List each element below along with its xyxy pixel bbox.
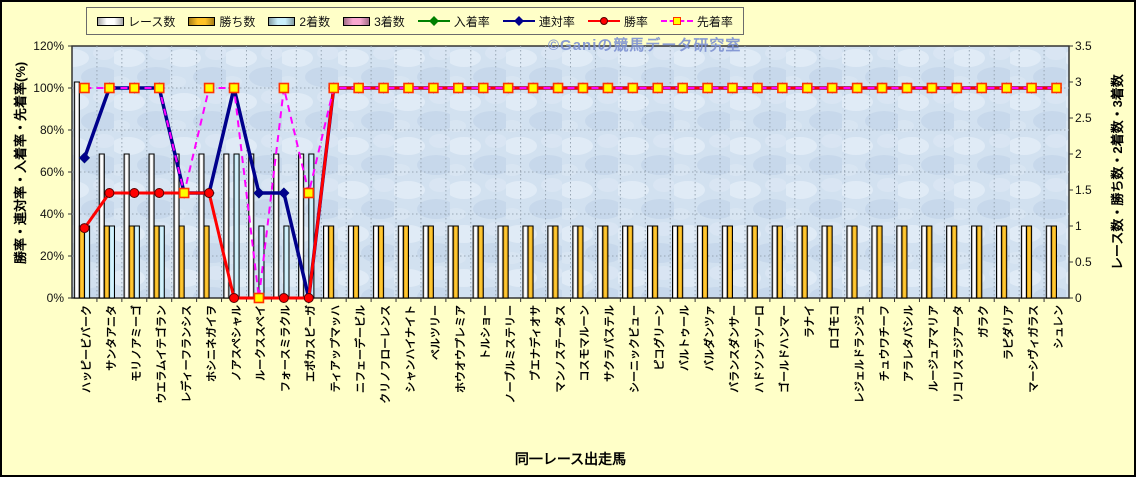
x-category-label: サンタアニタ <box>105 305 118 371</box>
legend-item: 連対率 <box>502 13 575 30</box>
legend-bar-swatch <box>97 16 124 26</box>
y-axis-tick-left: 80% <box>39 123 64 137</box>
legend-item: 勝率 <box>587 13 648 30</box>
x-category-label: ロゴモコ <box>828 305 841 349</box>
x-category-label: シャンハイナイト <box>404 305 417 393</box>
legend-label: 連対率 <box>538 14 575 29</box>
x-category-label: シュレン <box>1053 305 1066 349</box>
y-axis-tick-left: 0% <box>46 291 64 305</box>
x-category-label: トルショー <box>479 305 492 360</box>
y-axis-tick-left: 20% <box>39 249 64 263</box>
legend-item: 2着数 <box>268 13 330 30</box>
x-category-label: ハッピービバーク <box>80 305 93 393</box>
watermark: ©Ganiの競馬データ研究室 <box>548 37 742 54</box>
x-category-label: クリノフローレンス <box>380 305 393 404</box>
x-category-label: チュウワチーフ <box>878 305 891 382</box>
y-axis-tick-left: 120% <box>33 39 64 53</box>
legend-line-swatch <box>660 15 693 27</box>
x-category-label: ラナイ <box>803 305 816 338</box>
x-category-label: ベルツリー <box>429 305 442 360</box>
legend-item: 入着率 <box>417 13 490 30</box>
x-category-label: ホウオウプレミア <box>454 305 467 393</box>
x-category-label: バランスダンサー <box>729 305 741 393</box>
legend-label: 勝ち数 <box>219 14 256 29</box>
x-category-label: バルトゥール <box>679 305 692 371</box>
legend-item: 先着率 <box>660 13 733 30</box>
legend-item: 勝ち数 <box>188 13 255 30</box>
legend-label: 2着数 <box>299 14 331 29</box>
square-marker-icon <box>672 17 681 25</box>
x-category-label: バルダンツァ <box>704 305 717 371</box>
circle-marker-icon <box>599 17 608 25</box>
x-category-label: フォースミラクル <box>280 305 293 393</box>
y-axis-tick-left: 40% <box>39 207 64 221</box>
y-axis-tick-right: 3.5 <box>1075 39 1092 53</box>
x-category-label: ノーブルミステリー <box>504 305 517 404</box>
x-category-label: ホシニネガイヲ <box>205 305 218 382</box>
legend-line-swatch <box>587 15 620 27</box>
y-axis-title-right: レース数・勝ち数・2着数・3着数 <box>1110 74 1125 270</box>
y-axis-tick-right: 1 <box>1075 219 1082 233</box>
x-category-label: コスモマルーン <box>579 305 592 382</box>
y-axis-tick-right: 0 <box>1075 291 1082 305</box>
legend-line-swatch <box>417 15 450 27</box>
x-category-label: リコリスラジアータ <box>953 305 966 404</box>
x-category-label: マンノステータス <box>554 305 567 393</box>
diamond-marker-icon <box>428 16 439 26</box>
legend-label: レース数 <box>128 14 176 29</box>
x-category-label: アラレタバシル <box>903 305 916 382</box>
x-category-label: ウエラムイテゴラン <box>155 305 168 404</box>
legend-label: 勝率 <box>623 14 648 29</box>
x-category-label: モリノアミーゴ <box>130 305 143 382</box>
x-category-label: ニフェーデービル <box>355 305 368 393</box>
x-category-label: レディーフランシス <box>180 305 193 403</box>
x-category-label: ガラク <box>978 305 991 338</box>
x-category-label: ハドソンテソーロ <box>753 305 766 393</box>
chart-legend: レース数 勝ち数 2着数 3着数 入着率 連対率 勝率 先着率 <box>86 7 744 35</box>
legend-line-swatch <box>502 15 535 27</box>
x-category-label: ピコグリーン <box>654 305 667 371</box>
y-axis-tick-right: 0.5 <box>1075 255 1092 269</box>
legend-label: 先着率 <box>696 14 733 29</box>
x-category-label: レジェルドランジュ <box>853 305 866 404</box>
legend-item: 3着数 <box>343 13 405 30</box>
x-category-label: ノアスペシャル <box>230 305 243 382</box>
x-category-label: ゴールドハンマー <box>778 305 791 393</box>
legend-bar-swatch <box>188 16 216 26</box>
legend-label: 入着率 <box>453 14 490 29</box>
x-category-label: エポカスピーガ <box>305 305 318 382</box>
x-category-label: マーシヴィガラス <box>1028 305 1041 393</box>
legend-bar-swatch <box>343 16 371 26</box>
x-category-label: ルージュアマリア <box>928 305 941 392</box>
y-axis-tick-left: 100% <box>33 81 64 95</box>
x-category-label: ティアップマッハ <box>330 305 343 393</box>
x-category-label: ラピダリア <box>1003 305 1016 360</box>
legend-bar-swatch <box>268 16 296 26</box>
x-category-label: シーニックビュー <box>629 305 642 393</box>
y-axis-tick-right: 2.5 <box>1075 111 1092 125</box>
x-category-label: ブエナディオサ <box>529 305 542 382</box>
y-axis-tick-right: 1.5 <box>1075 183 1092 197</box>
legend-item: レース数 <box>97 13 175 30</box>
y-axis-tick-right: 3 <box>1075 75 1082 89</box>
x-category-label: サクラパステル <box>604 305 617 382</box>
diamond-marker-icon <box>513 16 524 26</box>
y-axis-tick-right: 2 <box>1075 147 1082 161</box>
legend-label: 3着数 <box>374 14 405 29</box>
x-axis-title: 同一レース出走馬 <box>514 451 627 467</box>
x-category-label: ルークススベイ <box>255 305 268 381</box>
y-axis-tick-left: 60% <box>39 165 64 179</box>
